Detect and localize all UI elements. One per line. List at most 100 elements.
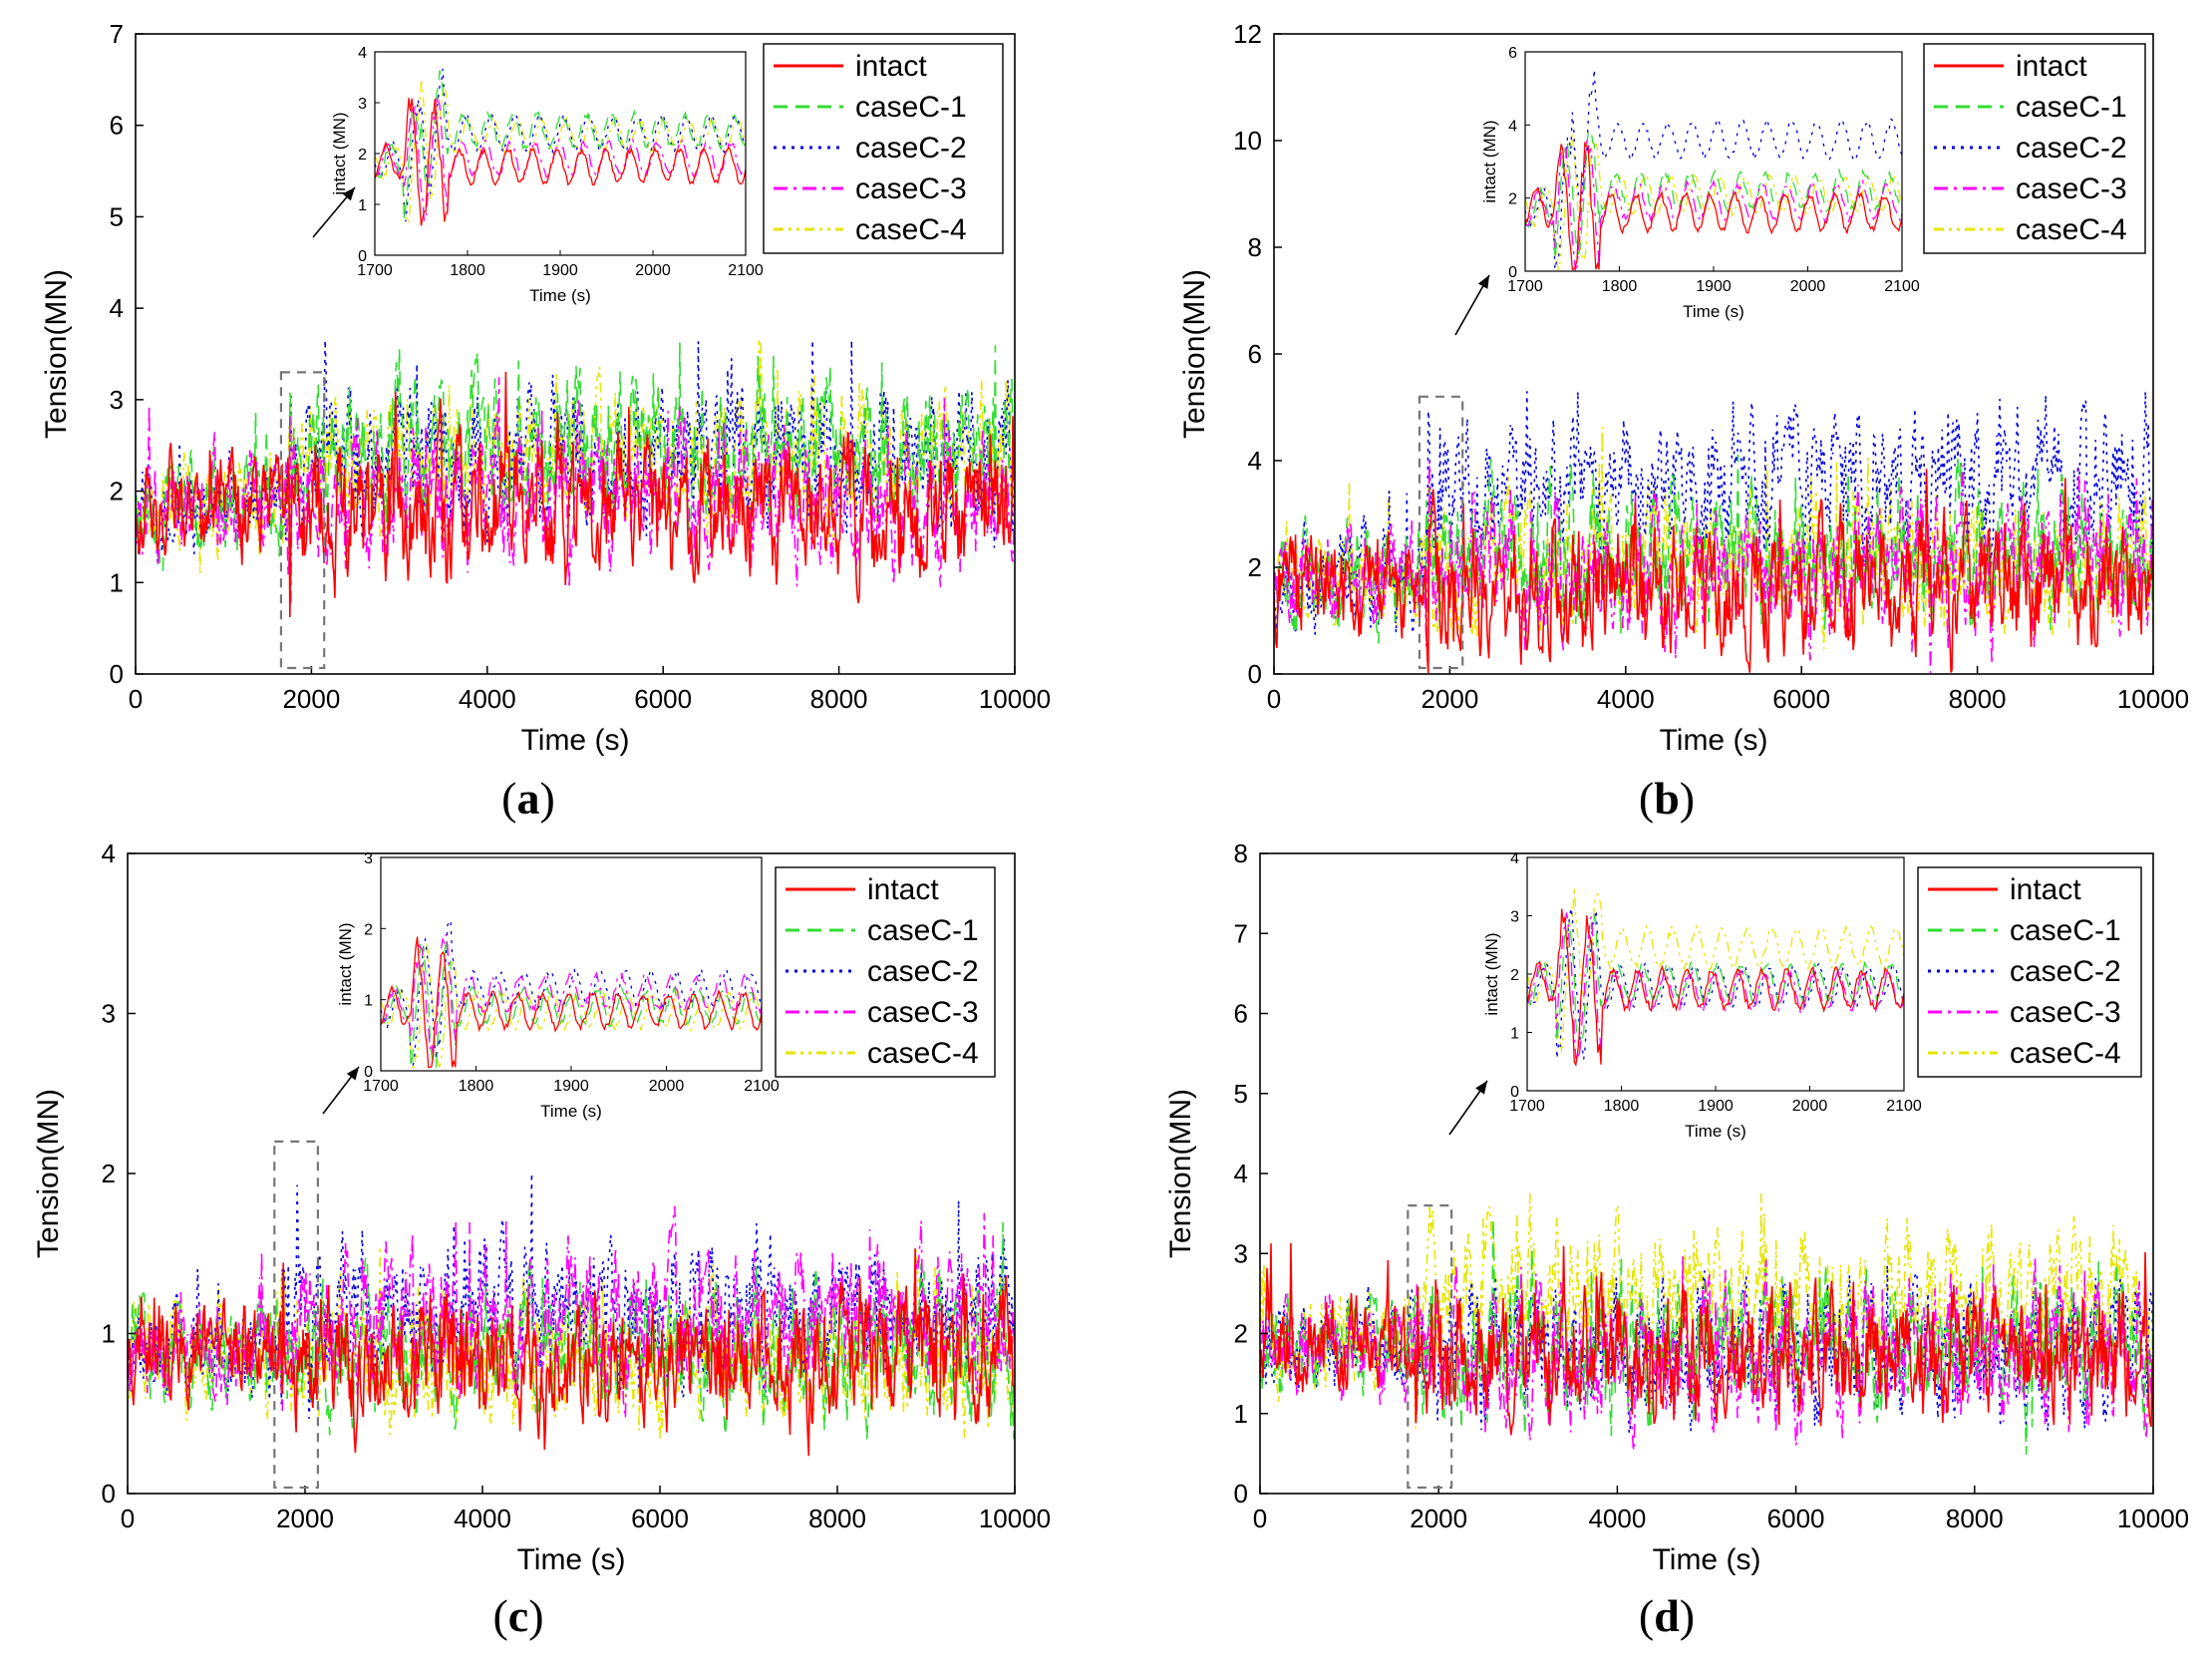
inset-y-tick-label: 4 — [1508, 118, 1517, 135]
y-tick-label: 10 — [1233, 126, 1262, 156]
y-tick-label: 5 — [110, 201, 124, 231]
x-tick-label: 8000 — [1949, 684, 2007, 714]
y-tick-label: 0 — [110, 659, 124, 689]
inset-series-line-caseC-1 — [1525, 129, 1902, 260]
plot-area-b — [1274, 391, 2153, 673]
x-tick-label: 6000 — [1772, 684, 1830, 714]
inset-series-line-caseC-4 — [375, 79, 746, 226]
inset-series-line-caseC-4 — [381, 943, 762, 1069]
y-tick-label: 2 — [1248, 552, 1262, 582]
inset-series-line-caseC-1 — [375, 70, 746, 220]
inset-a: 1700 1800 1900 2000 2100 0 1 2 3 4 Time (s) intact … — [330, 45, 764, 305]
y-tick-label: 4 — [102, 838, 116, 868]
inset-x-tick-label: 2000 — [1792, 1098, 1828, 1115]
inset-y-axis-title: intact (MN) — [1482, 932, 1501, 1015]
x-tick-label: 4000 — [1597, 684, 1655, 714]
x-tick-label: 6000 — [631, 1504, 689, 1533]
inset-x-tick-label: 1800 — [450, 262, 485, 279]
caption-open: ( — [1639, 773, 1654, 824]
panel-caption: (c) — [492, 1590, 543, 1641]
inset-y-tick-label: 0 — [1510, 1084, 1519, 1101]
legend-entry-caseC-4: caseC-4 — [855, 213, 967, 246]
y-tick-label: 1 — [102, 1319, 116, 1349]
inset-x-tick-label: 1700 — [357, 262, 393, 279]
x-tick-label: 4000 — [459, 684, 516, 714]
plot-area-d — [1260, 1193, 2153, 1456]
inset-y-tick-label: 2 — [358, 147, 367, 164]
inset-y-tick-label: 0 — [358, 248, 367, 265]
y-tick-label: 12 — [1233, 19, 1262, 49]
y-axis-title: Tension(MN) — [32, 1089, 65, 1258]
y-tick-label: 0 — [102, 1479, 116, 1508]
inset-x-tick-label: 2100 — [744, 1078, 780, 1095]
x-tick-label: 0 — [129, 684, 143, 714]
y-tick-label: 6 — [110, 111, 124, 141]
x-tick-label: 8000 — [1946, 1504, 2004, 1533]
caption-close: ) — [1680, 1590, 1695, 1641]
inset-x-tick-label: 2100 — [1886, 1098, 1922, 1115]
inset-series-line-intact — [1527, 908, 1904, 1068]
inset-x-tick-label: 2000 — [1790, 278, 1826, 295]
plot-area-c — [128, 1172, 1015, 1457]
zoom-arrow-head — [1475, 1081, 1487, 1095]
x-tick-label: 4000 — [454, 1504, 511, 1533]
inset-x-tick-label: 1900 — [542, 262, 578, 279]
inset-plot-area — [381, 918, 762, 1070]
plot-area-a — [136, 340, 1015, 618]
inset-y-tick-label: 0 — [1508, 264, 1517, 281]
x-tick-label: 2000 — [282, 684, 340, 714]
inset-plot-area — [1525, 69, 1902, 271]
legend-entry-intact: intact — [855, 50, 927, 83]
zoom-region-box — [1407, 1203, 1453, 1490]
series-line-intact — [136, 371, 1015, 618]
inset-plot-area — [375, 68, 746, 226]
inset-x-tick-label: 1900 — [553, 1078, 589, 1095]
y-tick-label: 5 — [1234, 1079, 1248, 1109]
legend-entry-caseC-2: caseC-2 — [855, 132, 967, 165]
inset-x-tick-label: 1900 — [1698, 1098, 1734, 1115]
y-tick-label: 7 — [1234, 918, 1248, 948]
inset-y-tick-label: 1 — [364, 993, 373, 1010]
y-tick-label: 7 — [110, 19, 124, 49]
inset-x-axis-title: Time (s) — [1683, 302, 1744, 321]
caption-letter: b — [1654, 773, 1680, 824]
y-tick-label: 6 — [1234, 999, 1248, 1029]
caption-open: ( — [492, 1590, 507, 1641]
legend-entry-caseC-4: caseC-4 — [2010, 1037, 2121, 1070]
inset-b: 1700 1800 1900 2000 2100 0 2 4 6 Time (s) intact (… — [1480, 45, 1920, 321]
inset-series-line-caseC-3 — [381, 934, 762, 1055]
panel-a: 0 2000 4000 6000 8000 10000 0 1 2 3 4 5 6 7 Time (s) Te… — [40, 19, 1051, 824]
caption-letter: d — [1654, 1590, 1680, 1641]
x-tick-label: 6000 — [634, 684, 692, 714]
caption-letter: a — [517, 773, 540, 824]
inset-series-line-caseC-2 — [1527, 907, 1904, 1060]
x-tick-label: 10000 — [979, 1504, 1051, 1533]
legend-entry-caseC-1: caseC-1 — [855, 91, 967, 124]
inset-y-tick-label: 0 — [364, 1064, 373, 1081]
inset-x-tick-label: 2000 — [649, 1078, 685, 1095]
x-tick-label: 10000 — [2117, 1504, 2189, 1533]
inset-y-tick-label: 6 — [1508, 45, 1517, 62]
legend-entry-caseC-3: caseC-3 — [867, 996, 979, 1029]
y-axis-title: Tension(MN) — [40, 269, 73, 439]
y-tick-label: 0 — [1234, 1479, 1248, 1508]
legend-entry-caseC-4: caseC-4 — [2016, 213, 2127, 246]
y-tick-label: 0 — [1248, 659, 1262, 689]
legend-entry-caseC-3: caseC-3 — [2010, 996, 2121, 1029]
inset-background — [1525, 52, 1902, 271]
inset-y-axis-title: intact (MN) — [336, 922, 355, 1005]
y-tick-label: 4 — [1248, 446, 1262, 476]
inset-x-tick-label: 1800 — [1602, 278, 1638, 295]
caption-open: ( — [1639, 1590, 1654, 1641]
zoom-arrow-head — [346, 1067, 359, 1081]
inset-x-tick-label: 2100 — [728, 262, 764, 279]
y-tick-label: 1 — [110, 567, 124, 597]
inset-series-line-intact — [1525, 141, 1902, 270]
legend-a: intact caseC-1 caseC-2 caseC-3 caseC-4 — [763, 43, 1004, 254]
x-axis-title: Time (s) — [1660, 724, 1768, 757]
legend-entry-intact: intact — [867, 873, 939, 906]
inset-x-tick-label: 2000 — [635, 262, 671, 279]
inset-series-line-intact — [375, 98, 746, 226]
x-tick-label: 8000 — [810, 684, 868, 714]
